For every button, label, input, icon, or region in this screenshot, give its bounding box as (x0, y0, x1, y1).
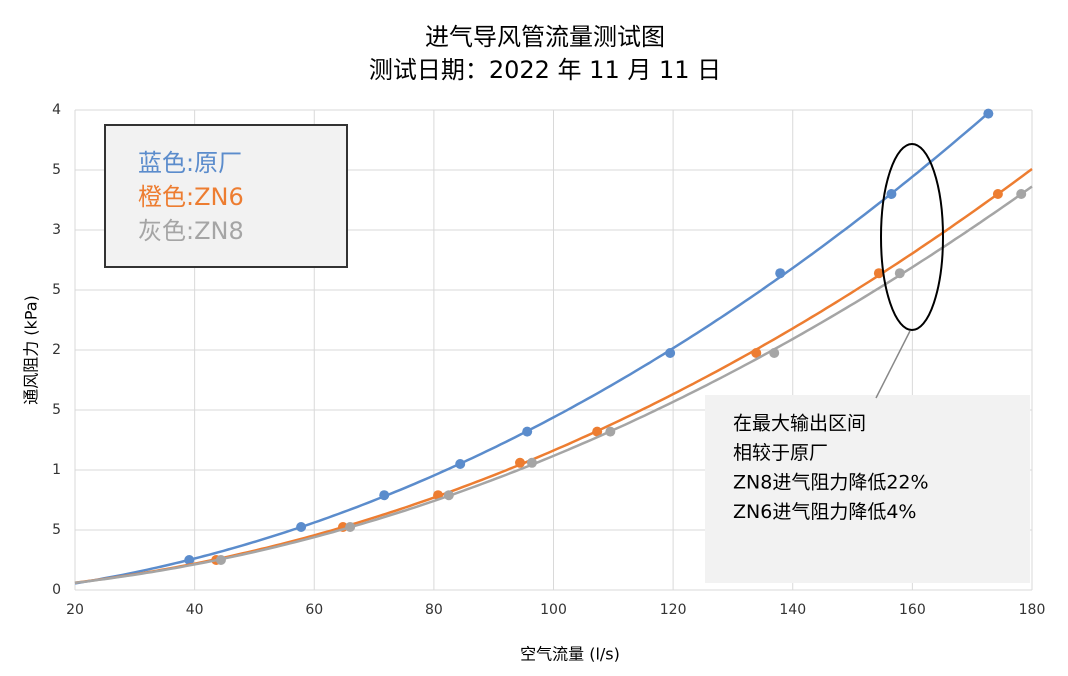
y-tick-label: 3 (52, 222, 61, 238)
y-tick-label: 5 (52, 282, 61, 298)
annotation-box (705, 395, 1030, 583)
data-point (751, 348, 762, 358)
data-point (1016, 189, 1027, 199)
data-point (992, 189, 1003, 199)
data-point (215, 555, 226, 565)
trendline (74, 111, 990, 585)
data-point (515, 457, 526, 468)
y-tick-label: 0 (52, 582, 61, 598)
trendline (74, 185, 1033, 585)
data-point (526, 457, 537, 468)
data-point (592, 426, 603, 437)
annotation-text: ZN6进气阻力降低4% (733, 501, 916, 523)
y-tick-label: 5 (52, 522, 61, 538)
annotation-text: ZN8进气阻力降低22% (733, 472, 929, 494)
data-point (873, 268, 884, 279)
x-tick-label: 80 (425, 602, 443, 618)
pointer-line (875, 330, 911, 399)
data-point (769, 348, 780, 358)
plot (74, 108, 1033, 585)
y-axis-title: 通风阻力 (kPa) (22, 295, 41, 405)
highlight-ellipse (880, 143, 944, 331)
x-tick-label: 40 (186, 602, 204, 618)
data-point (379, 490, 390, 501)
data-point (605, 426, 616, 437)
x-tick-label: 60 (305, 602, 323, 618)
data-point (886, 189, 897, 199)
y-tick-label: 4 (52, 102, 61, 118)
x-tick-label: 140 (779, 602, 806, 618)
data-point (775, 268, 786, 279)
legend-box (104, 124, 348, 268)
data-point (184, 555, 195, 565)
data-point (345, 522, 356, 532)
x-tick-label: 100 (540, 602, 567, 618)
legend-entry: 蓝色:原厂 (138, 149, 242, 177)
legend-entry: 橙色:ZN6 (138, 183, 244, 211)
data-point (522, 426, 533, 437)
y-tick-label: 5 (52, 402, 61, 418)
data-point (983, 108, 994, 119)
legend-entry: 灰色:ZN8 (138, 217, 244, 245)
data-point (443, 490, 454, 501)
y-tick-label: 1 (52, 462, 61, 478)
y-tick-label: 2 (52, 342, 61, 358)
chart-subtitle: 测试日期：2022 年 11 月 11 日 (369, 56, 721, 84)
chart-title: 进气导风管流量测试图 (425, 23, 665, 51)
x-tick-label: 180 (1019, 602, 1046, 618)
data-point (894, 268, 905, 279)
data-point (296, 522, 307, 532)
y-tick-label: 5 (52, 162, 61, 178)
x-axis-title: 空气流量 (l/s) (520, 645, 620, 664)
x-tick-label: 160 (899, 602, 926, 618)
x-tick-label: 20 (66, 602, 84, 618)
x-tick-label: 120 (660, 602, 687, 618)
annotation-text: 相较于原厂 (733, 442, 828, 464)
data-point (665, 348, 676, 358)
data-point (455, 459, 466, 469)
annotation-text: 在最大输出区间 (733, 413, 866, 435)
